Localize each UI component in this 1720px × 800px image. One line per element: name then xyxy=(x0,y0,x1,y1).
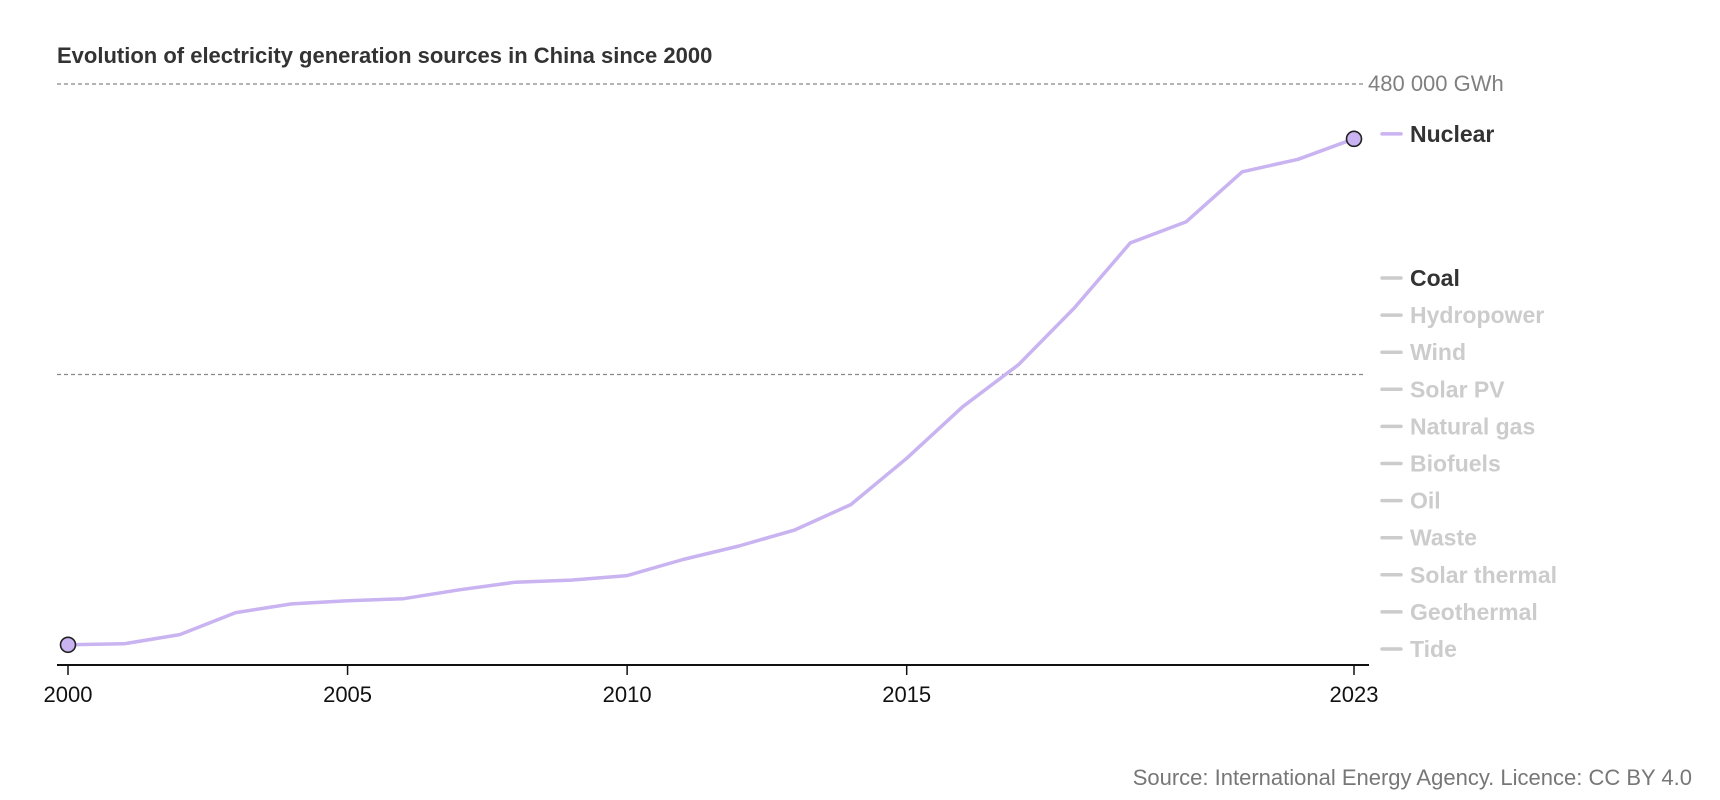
legend-item-coal[interactable]: Coal xyxy=(1380,265,1460,291)
x-tick-label-2005: 2005 xyxy=(323,682,372,707)
x-tick-label-2023: 2023 xyxy=(1330,682,1379,707)
series-layer xyxy=(59,130,1363,654)
legend-label-biofuels: Biofuels xyxy=(1410,451,1501,477)
legend-label-solar-thermal: Solar thermal xyxy=(1410,562,1557,588)
legend-label-coal: Coal xyxy=(1410,265,1460,291)
legend: Nuclear Coal Hydropower Wind Solar PV Natural… xyxy=(1380,121,1557,662)
legend-label-hydropower: Hydropower xyxy=(1410,302,1544,328)
legend-label-geothermal: Geothermal xyxy=(1410,599,1538,625)
legend-item-nuclear[interactable]: Nuclear xyxy=(1380,121,1494,147)
legend-label-oil: Oil xyxy=(1410,488,1441,514)
legend-label-natural-gas: Natural gas xyxy=(1410,413,1535,439)
y-max-label: 480 000 GWh xyxy=(1368,71,1504,96)
series-line-nuclear xyxy=(66,137,1356,647)
legend-item-solar-pv[interactable]: Solar PV xyxy=(1380,376,1505,402)
x-tick-label-2015: 2015 xyxy=(882,682,931,707)
legend-item-natural-gas[interactable]: Natural gas xyxy=(1380,413,1535,439)
nuclear-marker-start[interactable] xyxy=(59,636,77,654)
legend-label-solar-pv: Solar PV xyxy=(1410,376,1505,402)
x-tick-label-2000: 2000 xyxy=(44,682,93,707)
x-tick-label-2010: 2010 xyxy=(603,682,652,707)
legend-item-oil[interactable]: Oil xyxy=(1380,488,1441,514)
legend-label-waste: Waste xyxy=(1410,525,1477,551)
gridlines xyxy=(57,83,1366,376)
legend-label-wind: Wind xyxy=(1410,339,1466,365)
legend-item-tide[interactable]: Tide xyxy=(1380,636,1457,662)
legend-label-nuclear: Nuclear xyxy=(1410,121,1494,147)
source-note: Source: International Energy Agency. Lic… xyxy=(1133,765,1692,790)
chart-title: Evolution of electricity generation sour… xyxy=(57,43,712,68)
legend-label-tide: Tide xyxy=(1410,636,1457,662)
nuclear-marker-end[interactable] xyxy=(1345,130,1363,148)
legend-item-solar-thermal[interactable]: Solar thermal xyxy=(1380,562,1557,588)
legend-item-geothermal[interactable]: Geothermal xyxy=(1380,599,1538,625)
legend-item-wind[interactable]: Wind xyxy=(1380,339,1466,365)
x-axis-ticks: 2000 2005 2010 2015 2023 xyxy=(44,665,1379,707)
legend-item-waste[interactable]: Waste xyxy=(1380,525,1477,551)
legend-item-biofuels[interactable]: Biofuels xyxy=(1380,451,1501,477)
legend-item-hydropower[interactable]: Hydropower xyxy=(1380,302,1544,328)
